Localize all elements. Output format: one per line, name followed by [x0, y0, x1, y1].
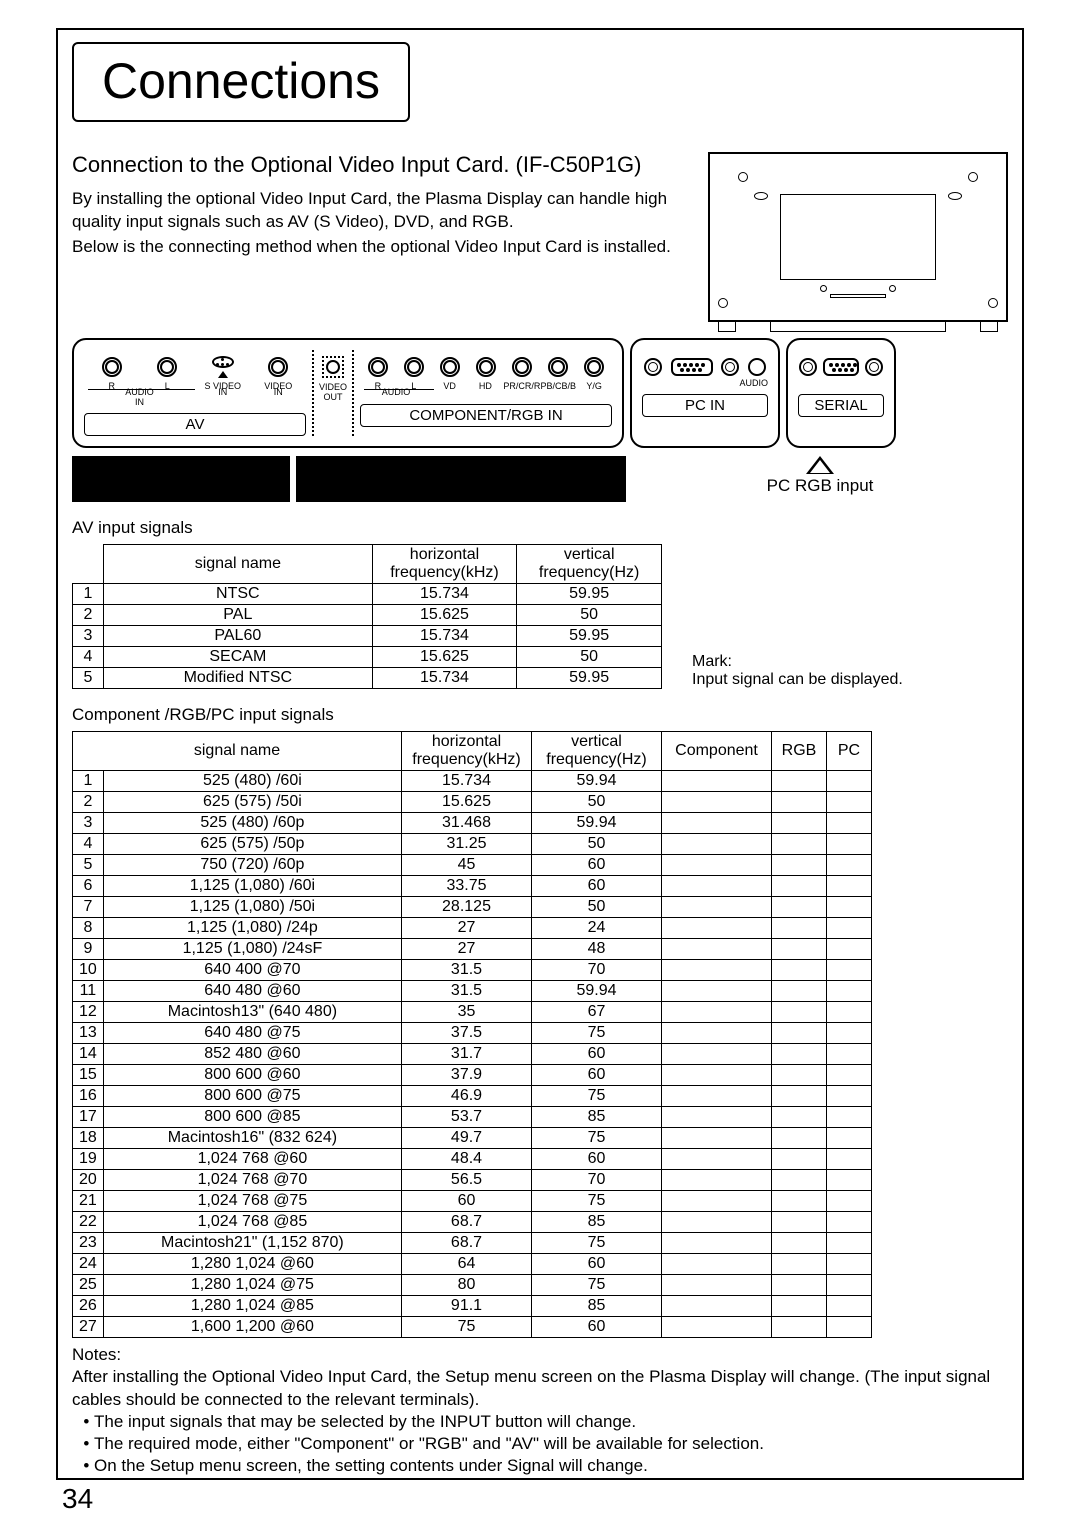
- port-audio-l: [156, 356, 178, 378]
- table-row: 10640 400 @7031.570: [73, 960, 872, 981]
- page-number: 34: [62, 1483, 93, 1515]
- port-audio-r-2: [367, 356, 389, 378]
- port-video-out: [322, 356, 344, 378]
- table-row: 18Macintosh16" (832 624)49.775: [73, 1128, 872, 1149]
- table-row: 3PAL6015.73459.95: [73, 626, 662, 647]
- table-row: 2625 (575) /50i15.62550: [73, 792, 872, 813]
- av-signals-table: signal name horizontal frequency(kHz) ve…: [72, 544, 662, 689]
- table-row: 13640 480 @7537.575: [73, 1023, 872, 1044]
- table-row: 71,125 (1,080) /50i28.12550: [73, 897, 872, 918]
- port-serial-screw-l: [799, 358, 817, 376]
- port-audio-r: [101, 356, 123, 378]
- table-row: 271,600 1,200 @607560: [73, 1317, 872, 1338]
- table-row: 2PAL15.62550: [73, 605, 662, 626]
- port-svideo: [212, 356, 234, 378]
- tv-back-illustration: [708, 152, 1008, 322]
- table-row: 221,024 768 @8568.785: [73, 1212, 872, 1233]
- table-row: 5Modified NTSC15.73459.95: [73, 668, 662, 689]
- table-row: 211,024 768 @756075: [73, 1191, 872, 1212]
- panel-pc-in: AUDIO PC IN: [630, 338, 780, 448]
- arrow-up-icon: [806, 456, 834, 474]
- panel-serial: SERIAL: [786, 338, 896, 448]
- table-row: 4SECAM15.62550: [73, 647, 662, 668]
- notes-section: Notes: After installing the Optional Vid…: [72, 1344, 1008, 1477]
- page-title-box: Connections: [72, 42, 410, 122]
- port-pc-audio: [748, 358, 766, 376]
- panel-av-comp: R L S VIDEO VIDEO AUDIOIN IN IN AV: [72, 338, 624, 448]
- table-row: 61,125 (1,080) /60i33.7560: [73, 876, 872, 897]
- table-row: 81,125 (1,080) /24p2724: [73, 918, 872, 939]
- desc-1: By installing the optional Video Input C…: [72, 188, 694, 234]
- av-section-label: AV: [84, 413, 306, 436]
- table-row: 201,024 768 @7056.570: [73, 1170, 872, 1191]
- table-row: 4625 (575) /50p31.2550: [73, 834, 872, 855]
- port-pb: [547, 356, 569, 378]
- port-dsub-serial: [823, 358, 859, 376]
- comp-section-label: COMPONENT/RGB IN: [360, 404, 612, 427]
- desc-2: Below is the connecting method when the …: [72, 236, 694, 259]
- av-signals-label: AV input signals: [72, 518, 1008, 538]
- table-row: 15800 600 @6037.960: [73, 1065, 872, 1086]
- page-title: Connections: [102, 53, 380, 109]
- port-yg: [583, 356, 605, 378]
- table-row: 1NTSC15.73459.95: [73, 584, 662, 605]
- table-row: 241,280 1,024 @606460: [73, 1254, 872, 1275]
- table-row: 91,125 (1,080) /24sF2748: [73, 939, 872, 960]
- port-pc-screw-r: [721, 358, 739, 376]
- notes-bullet: The input signals that may be selected b…: [94, 1411, 1008, 1433]
- table-row: 16800 600 @7546.975: [73, 1086, 872, 1107]
- subtitle: Connection to the Optional Video Input C…: [72, 152, 694, 178]
- table-row: 17800 600 @8553.785: [73, 1107, 872, 1128]
- serial-label: SERIAL: [798, 394, 884, 417]
- comp-signals-table: signal name horizontal frequency(kHz) ve…: [72, 731, 872, 1338]
- port-vd: [439, 356, 461, 378]
- port-video-in: [267, 356, 289, 378]
- redacted-box-2: [296, 456, 626, 502]
- port-hd: [475, 356, 497, 378]
- port-serial-screw-r: [865, 358, 883, 376]
- table-row: 11640 480 @6031.559.94: [73, 981, 872, 1002]
- table-row: 1525 (480) /60i15.73459.94: [73, 771, 872, 792]
- port-dsub-pc: [671, 358, 713, 376]
- redacted-box-1: [72, 456, 290, 502]
- table-row: 251,280 1,024 @758075: [73, 1275, 872, 1296]
- port-pr: [511, 356, 533, 378]
- notes-bullet: On the Setup menu screen, the setting co…: [94, 1455, 1008, 1477]
- table-row: 23Macintosh21" (1,152 870)68.775: [73, 1233, 872, 1254]
- table-row: 5750 (720) /60p4560: [73, 855, 872, 876]
- mark-block: Mark: Input signal can be displayed.: [692, 653, 903, 689]
- port-audio-l-2: [403, 356, 425, 378]
- table-row: 261,280 1,024 @8591.185: [73, 1296, 872, 1317]
- table-row: 12Macintosh13" (640 480)3567: [73, 1002, 872, 1023]
- notes-bullet: The required mode, either "Component" or…: [94, 1433, 1008, 1455]
- table-row: 191,024 768 @6048.460: [73, 1149, 872, 1170]
- table-row: 3525 (480) /60p31.46859.94: [73, 813, 872, 834]
- comp-signals-label: Component /RGB/PC input signals: [72, 705, 1008, 725]
- pc-rgb-input-label: PC RGB input: [632, 476, 1008, 496]
- table-row: 14852 480 @6031.760: [73, 1044, 872, 1065]
- pc-in-label: PC IN: [642, 394, 768, 417]
- port-pc-screw-l: [644, 358, 662, 376]
